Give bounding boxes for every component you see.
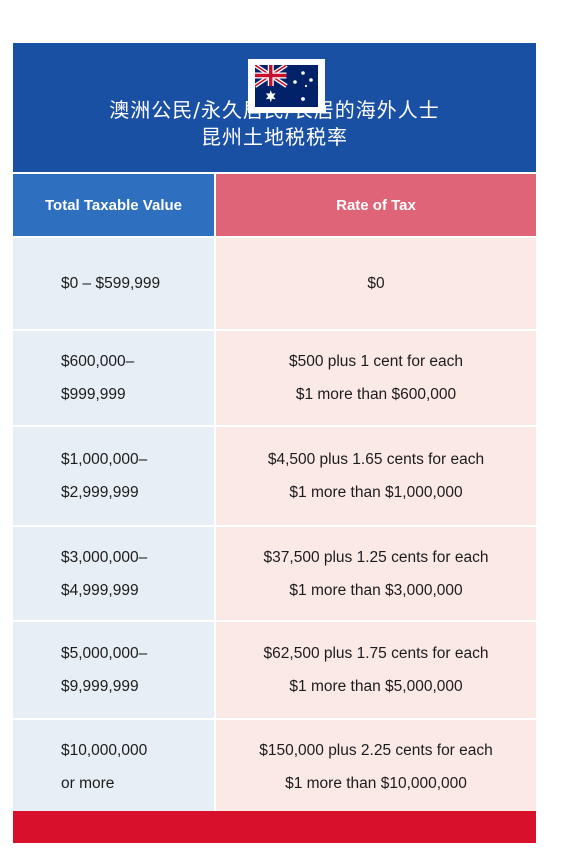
rate-text: $1 more than $3,000,000 [289,581,463,599]
taxable-value-text: or more [61,775,115,792]
table-row: $3,000,000– $4,999,999 $37,500 plus 1.25… [13,527,536,620]
taxable-value-text: $999,999 [61,386,126,403]
tax-rate-card: 澳洲公民/永久居民/长居的海外人士 昆州土地税税率 Total Taxable … [13,43,536,843]
table-row: $600,000– $999,999 $500 plus 1 cent for … [13,331,536,425]
rate-of-tax-cell: $0 [216,238,536,329]
rate-of-tax-cell: $500 plus 1 cent for each $1 more than $… [216,331,536,425]
taxable-value-cell: $5,000,000– $9,999,999 [13,622,214,718]
taxable-value-cell: $1,000,000– $2,999,999 [13,427,214,525]
footer-bar [13,811,536,843]
taxable-value-cell: $600,000– $999,999 [13,331,214,425]
taxable-value-text: $5,000,000– [61,645,148,662]
rate-of-tax-cell: $4,500 plus 1.65 cents for each $1 more … [216,427,536,525]
header-rate-of-tax: Rate of Tax [216,174,536,236]
rate-of-tax-cell: $150,000 plus 2.25 cents for each $1 mor… [216,720,536,814]
taxable-value-cell: $0 – $599,999 [13,238,214,329]
table-row: $1,000,000– $2,999,999 $4,500 plus 1.65 … [13,427,536,525]
table-row: $5,000,000– $9,999,999 $62,500 plus 1.75… [13,622,536,718]
rate-text: $0 [367,275,385,292]
rate-text: $150,000 plus 2.25 cents for each [259,742,493,759]
taxable-value-text: $600,000– [61,353,135,370]
taxable-value-cell: $3,000,000– $4,999,999 [13,527,214,620]
rate-text: $1 more than $600,000 [295,386,457,403]
rate-text: $1 more than $10,000,000 [285,775,467,792]
title-line-2: 昆州土地税税率 [201,125,348,149]
taxable-value-cell: $10,000,000 or more [13,720,214,814]
australia-flag-icon [255,65,318,107]
tax-table-body: $0 – $599,999 $0 $600,000– $999,999 $500… [13,238,536,828]
rate-of-tax-cell: $37,500 plus 1.25 cents for each $1 more… [216,527,536,620]
taxable-value-text: $10,000,000 [61,742,148,759]
rate-text: $500 plus 1 cent for each [288,353,464,370]
rate-text: $37,500 plus 1.25 cents for each [263,548,489,566]
taxable-value-text: $1,000,000– [61,451,148,468]
taxable-value-text: $4,999,999 [61,581,139,599]
rate-text: $1 more than $5,000,000 [289,678,463,695]
flag-badge [248,59,325,113]
taxable-value-text: $3,000,000– [61,548,148,566]
rate-of-tax-cell: $62,500 plus 1.75 cents for each $1 more… [216,622,536,718]
taxable-value-text: $9,999,999 [61,678,139,695]
rate-text: $62,500 plus 1.75 cents for each [263,645,489,662]
rate-text: $1 more than $1,000,000 [289,484,463,501]
header-total-taxable-value: Total Taxable Value [13,174,214,236]
table-row: $10,000,000 or more $150,000 plus 2.25 c… [13,720,536,814]
rate-text: $4,500 plus 1.65 cents for each [267,451,485,468]
table-row: $0 – $599,999 $0 [13,238,536,329]
taxable-value-text: $2,999,999 [61,484,139,501]
taxable-value-text: $0 – $599,999 [61,275,161,292]
